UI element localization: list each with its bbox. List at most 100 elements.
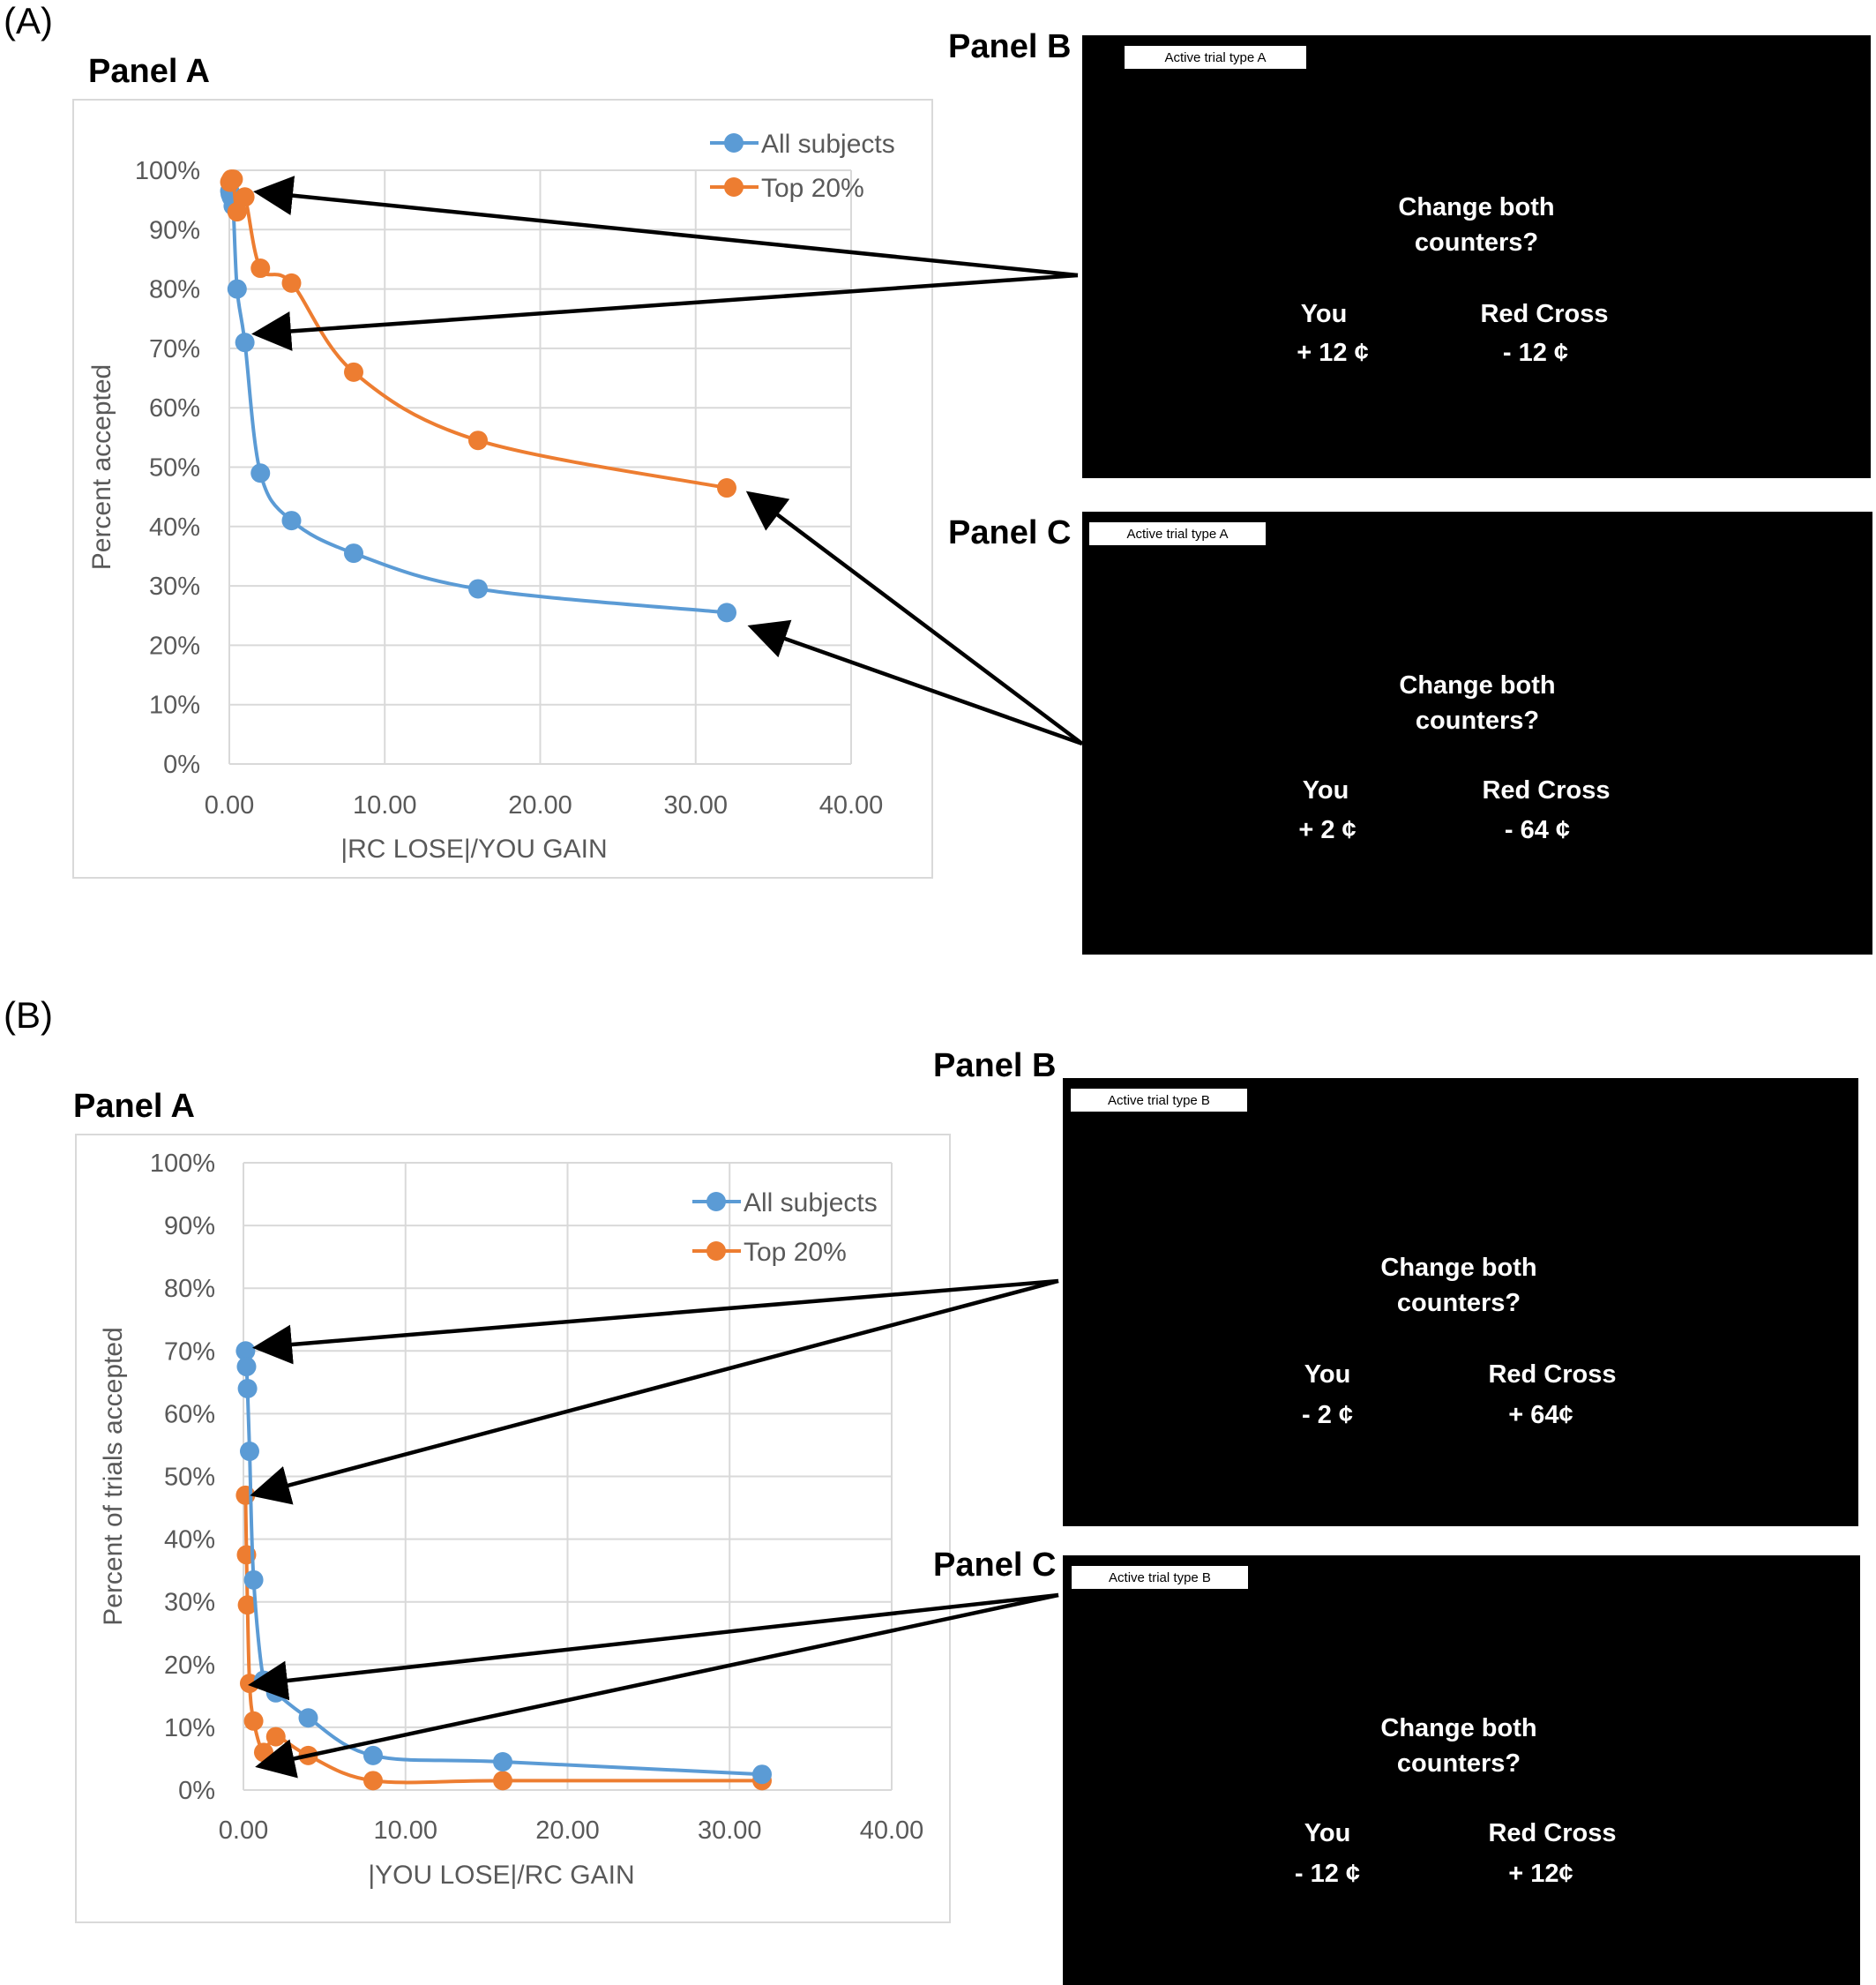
figure-a-label: (A) [4, 0, 53, 41]
y-tick-label: 50% [149, 454, 200, 483]
annotation-arrow [747, 619, 1083, 746]
data-point [717, 478, 736, 498]
screen-question-line2: counters? [1415, 707, 1540, 735]
y-tick-label: 30% [149, 573, 200, 601]
x-tick-label: 20.00 [535, 1816, 600, 1845]
y-tick-label: 0% [178, 1777, 215, 1805]
figure-b-screen-c: Active trial type B Change both counters… [1063, 1555, 1860, 1985]
data-point [717, 603, 736, 623]
data-point [253, 1742, 273, 1763]
annotation-arrow [250, 1278, 1059, 1505]
y-tick-label: 100% [150, 1150, 215, 1178]
screen-badge: Active trial type A [1125, 46, 1306, 69]
chart-a: 0% 10% 20% 30% 40% 50% 60% 70% 80% 90% 100% 0.00 10.… [87, 130, 895, 864]
x-tick-label: 30.00 [663, 791, 728, 820]
y-tick-label: 100% [135, 157, 200, 185]
data-point [493, 1771, 512, 1791]
data-point [223, 169, 243, 190]
figure-b-panel-a-title: Panel A [73, 1088, 195, 1125]
y-tick-label: 80% [164, 1275, 215, 1303]
annotation-arrow [251, 273, 1079, 351]
series-line-all-subjects [228, 191, 728, 615]
x-tick-label: 0.00 [205, 791, 254, 820]
screen-you-label: You [1300, 300, 1348, 328]
y-tick-label: 70% [149, 335, 200, 363]
figure-b-screen-b: Active trial type B Change both counters… [1063, 1078, 1858, 1526]
screen-question-line1: Change both [1380, 1254, 1537, 1282]
y-tick-label: 60% [164, 1400, 215, 1428]
screen-badge: Active trial type A [1089, 522, 1266, 545]
data-point [265, 1727, 286, 1747]
y-tick-label: 40% [149, 513, 200, 542]
screen-you-label: You [1302, 776, 1349, 805]
data-point [344, 543, 363, 564]
data-point [468, 579, 488, 599]
screen-badge: Active trial type B [1072, 1566, 1248, 1589]
screen-rc-label: Red Cross [1480, 300, 1609, 328]
screen-you-value: - 12 ¢ [1294, 1860, 1361, 1888]
data-point [243, 1711, 264, 1731]
screen-rc-label: Red Cross [1488, 1360, 1617, 1389]
y-axis-label: Percent accepted [87, 364, 116, 570]
data-point [235, 1341, 256, 1361]
data-point [236, 1357, 257, 1377]
y-tick-label: 50% [164, 1464, 215, 1492]
legend-marker [724, 133, 744, 153]
x-tick-label: 10.00 [373, 1816, 437, 1845]
screen-rc-value: + 64¢ [1508, 1401, 1573, 1429]
legend-label: Top 20% [744, 1238, 847, 1267]
screen-rc-value: + 12¢ [1508, 1860, 1573, 1888]
y-tick-label: 80% [149, 276, 200, 304]
x-axis-label: |RC LOSE|/YOU GAIN [340, 835, 607, 864]
data-point [344, 362, 363, 382]
y-tick-label: 30% [164, 1589, 215, 1617]
legend-marker [706, 1241, 726, 1261]
x-tick-label: 0.00 [219, 1816, 268, 1845]
figure-a-panel-b-title: Panel B [948, 28, 1072, 65]
screen-rc-label: Red Cross [1482, 776, 1611, 805]
annotation-arrow [745, 491, 1084, 745]
legend-label: All subjects [744, 1188, 878, 1217]
y-axis-label: Percent of trials accepted [99, 1327, 128, 1626]
data-point [468, 431, 488, 451]
screen-rc-value: - 64 ¢ [1504, 816, 1571, 844]
figure-a-panel-a-title: Panel A [88, 53, 210, 90]
screen-you-value: - 2 ¢ [1301, 1401, 1354, 1429]
screen-you-label: You [1304, 1360, 1351, 1389]
screen-question-line1: Change both [1380, 1714, 1537, 1742]
figure-b-panel-c-title: Panel C [933, 1547, 1057, 1584]
legend-marker [724, 177, 744, 197]
legend-marker [706, 1192, 726, 1211]
annotation-arrow [253, 176, 1079, 278]
legend-label: Top 20% [761, 174, 864, 203]
y-tick-label: 10% [149, 692, 200, 720]
data-point [493, 1752, 512, 1772]
figure-a-screen-c: Active trial type A Change both counters… [1082, 512, 1872, 955]
screen-rc-label: Red Cross [1488, 1819, 1617, 1847]
data-point [243, 1569, 264, 1590]
screen-question-line1: Change both [1399, 671, 1556, 700]
x-tick-label: 10.00 [353, 791, 417, 820]
screen-question-line2: counters? [1396, 1289, 1521, 1317]
screen-question-line2: counters? [1414, 228, 1539, 257]
x-tick-label: 40.00 [819, 791, 884, 820]
y-tick-label: 40% [164, 1526, 215, 1554]
data-point [265, 1682, 286, 1703]
data-point [237, 1595, 258, 1615]
data-point [237, 1378, 258, 1398]
screen-question-line2: counters? [1396, 1749, 1521, 1778]
y-tick-label: 70% [164, 1337, 215, 1366]
chart-b-frame [75, 1134, 951, 1923]
data-point [239, 1442, 259, 1462]
screen-you-label: You [1304, 1819, 1351, 1847]
y-tick-label: 90% [164, 1212, 215, 1240]
x-tick-label: 30.00 [698, 1816, 762, 1845]
data-point [363, 1771, 383, 1791]
y-tick-label: 60% [149, 394, 200, 423]
data-point [235, 333, 255, 353]
data-point [281, 511, 302, 531]
data-point [281, 273, 302, 293]
figure-b-label: (B) [4, 994, 53, 1036]
annotation-arrow [248, 1592, 1059, 1701]
